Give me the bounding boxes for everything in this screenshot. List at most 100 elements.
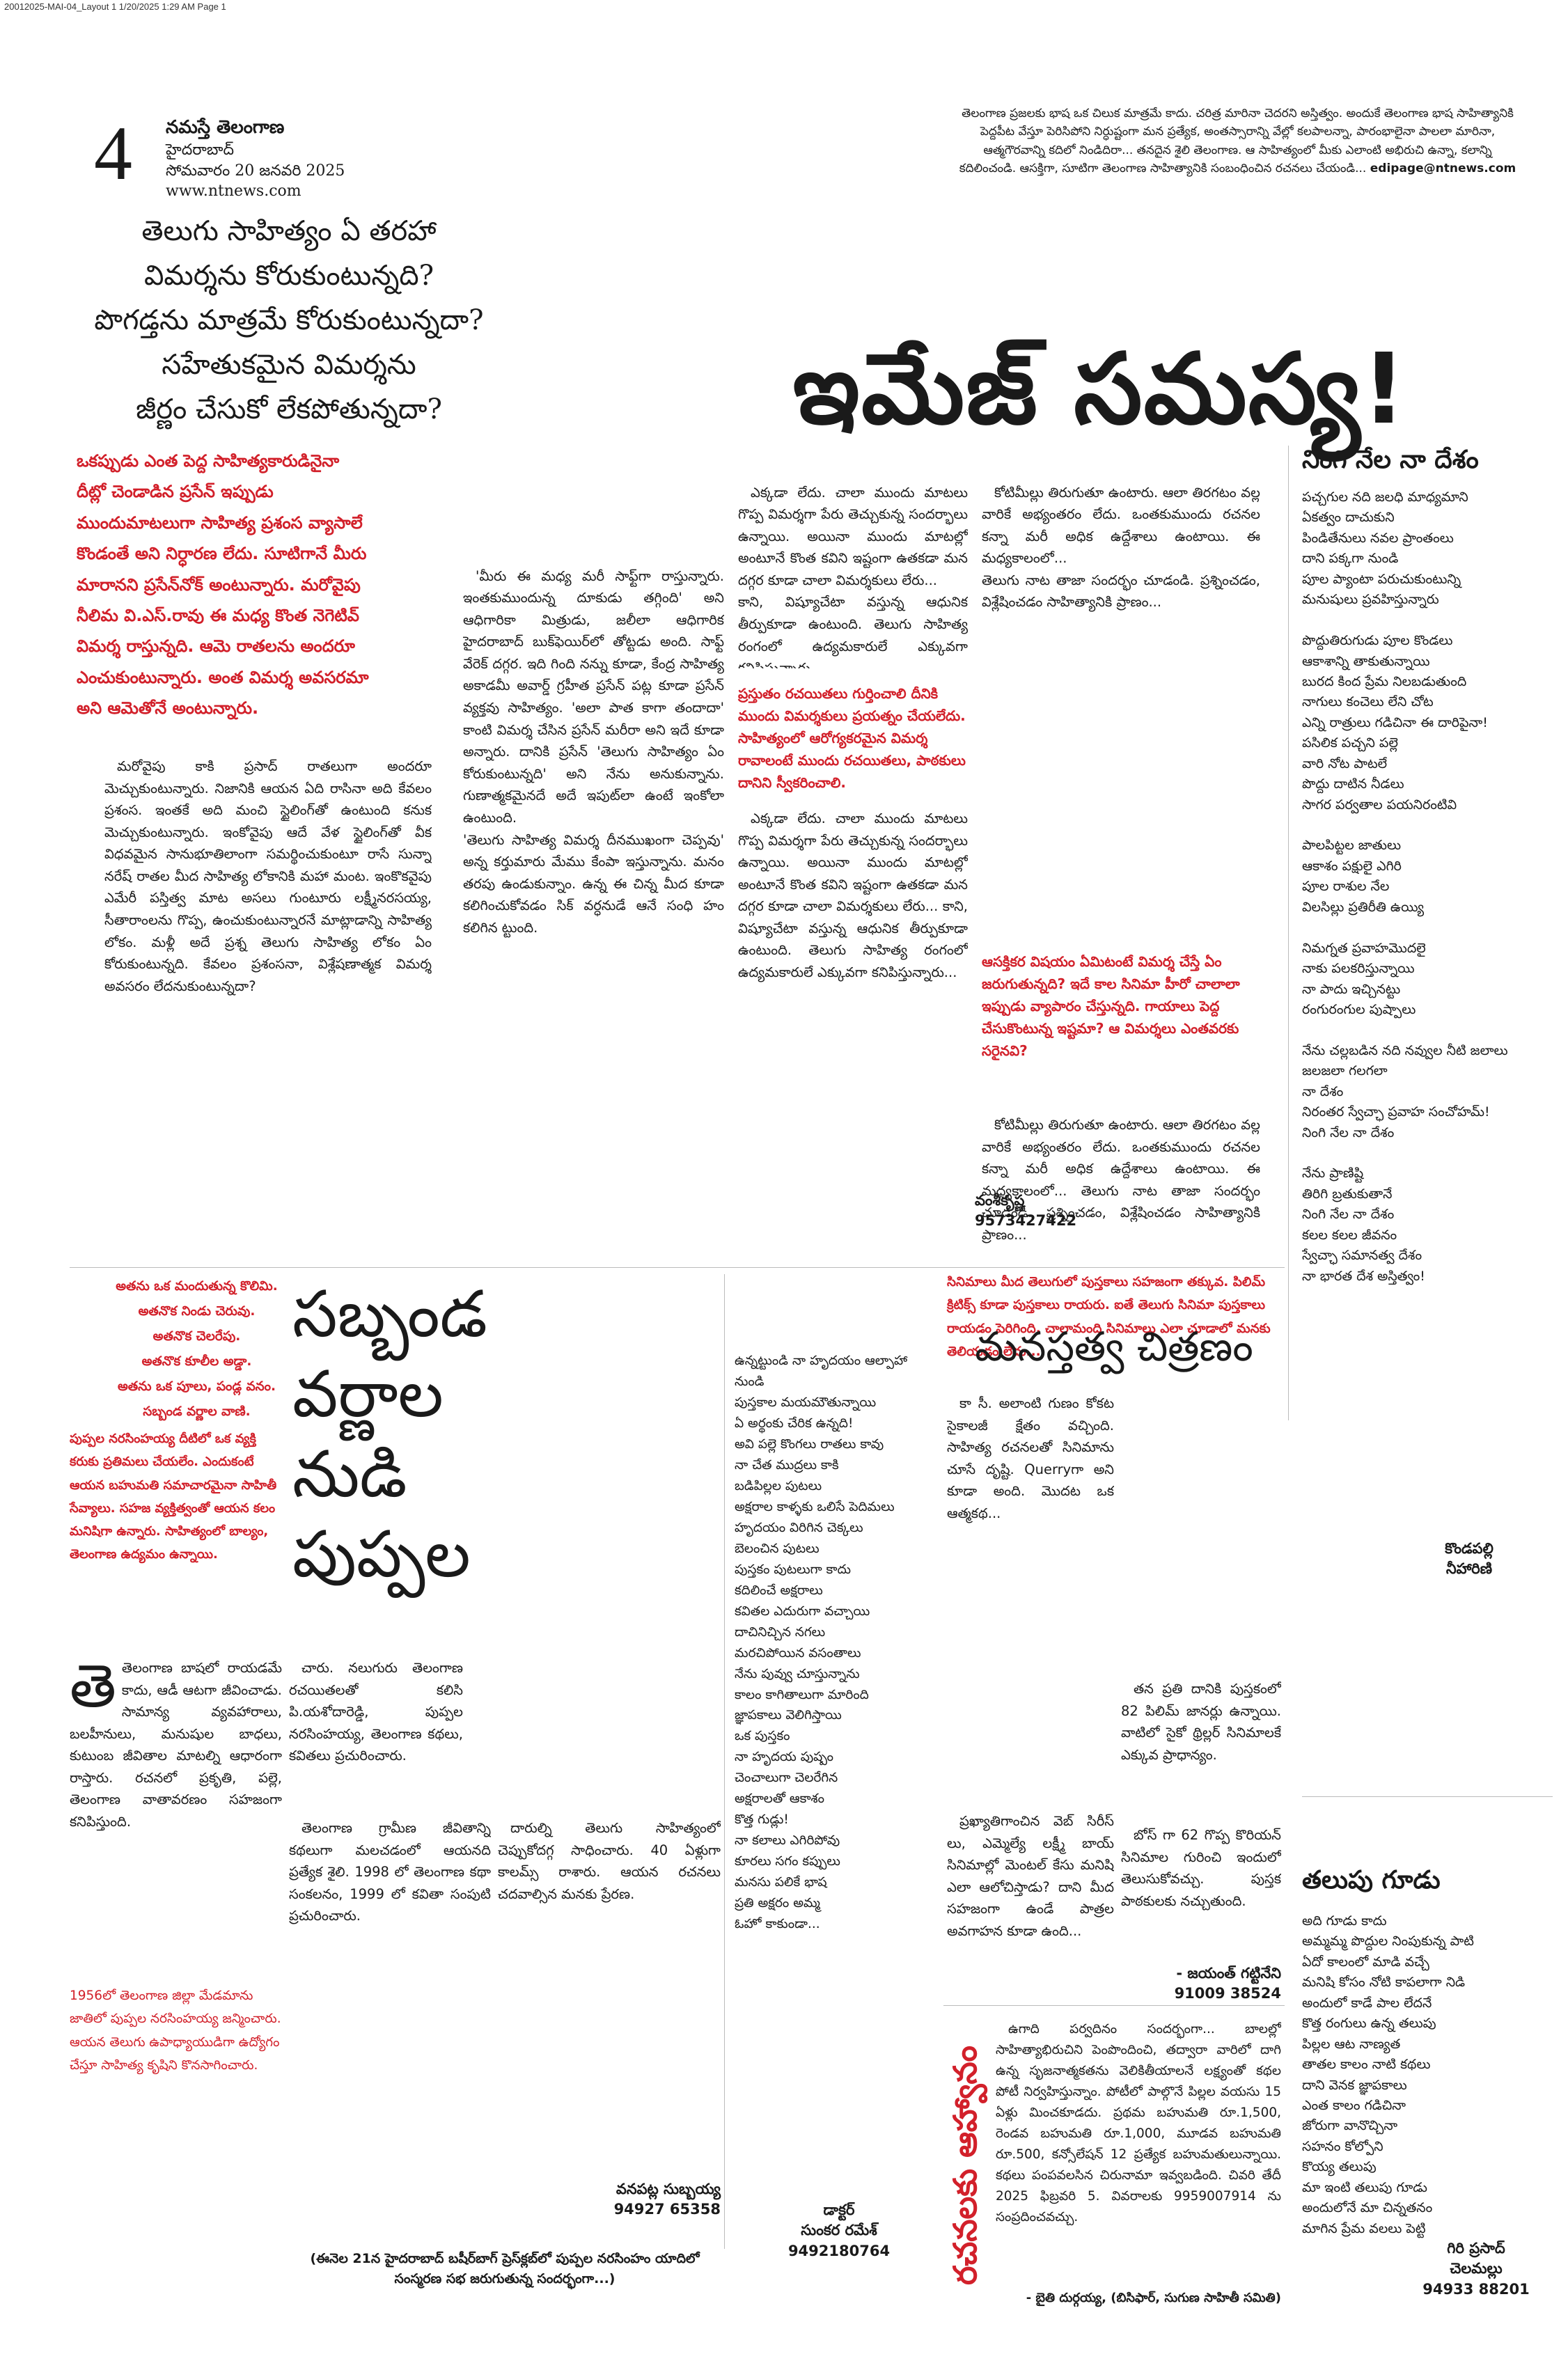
poem-line: నిమగ్నత ప్రవాహమొదలై [1302, 940, 1426, 956]
poem-line: పూల ప్యాంటా పరుచుకుంటున్ని [1302, 571, 1461, 587]
main-byline: వంశీకృష్ణ 9573427422 [975, 1191, 1114, 1232]
poem-line: హృదయం విరిగిన చెక్కలు [735, 1520, 863, 1535]
poem-line: అతనొక చెలరేపు. [152, 1329, 241, 1344]
feature-2-body-e: దారుల్ని తెలుగు సాహిత్యంలో చెప్పుకోదగ్గ … [498, 1817, 721, 2179]
article-paragraph: బోస్ గా 62 గొప్ప కొరియన్ సినిమాల గురించి… [1121, 1827, 1281, 1909]
poem-line: రంగురంగుల పుష్పాలు [1302, 1001, 1416, 1017]
author-name: నీహారిణి [1445, 1560, 1493, 1578]
poem-line: తిరిగి బ్రతుకుతానే [1302, 1186, 1393, 1202]
poem-line: బురద కింద ప్రేమ నిలబడుతుంది [1302, 673, 1467, 689]
feature-2-body-d: తెలంగాణ గ్రామీణ జీవితాన్ని కథలుగా మలచడంల… [289, 1817, 491, 2221]
poem-line: అతనొక కూలీల అడ్డా. [141, 1354, 252, 1370]
poem-line: పాలపిట్టల జాతులు [1302, 838, 1402, 854]
feature-2-red-intro: పుప్పల నరసింహయ్య దీటిలో ఒక వ్యక్తి కరుకు… [70, 1431, 277, 1562]
poem-line: నా దేశం [1302, 1083, 1344, 1099]
article-paragraph: కోటిమీల్లు తిరుగుతూ ఉంటారు. ఆలా తిరగటం వ… [982, 484, 1260, 611]
poem-line: నా చేత ముద్రలు కాకి [735, 1457, 839, 1473]
poem-line: నిరంతర స్వేచ్ఛా ప్రవాహ సంచోహమ్! [1302, 1104, 1490, 1120]
article-paragraph: కా సీ. అలాంటి గుణం కోకట సైకాలజీ క్షేతం వ… [947, 1395, 1114, 1521]
poem-line: అది గూడు కాదు [1302, 1913, 1387, 1929]
author-phone: 94927 65358 [613, 2201, 721, 2218]
feature-2-body-b: 1956లో తెలంగాణ జిల్లా మేడమాను జాతిలో పుప… [70, 1988, 281, 2073]
poem-line: నేను చల్లబడిన నది నవ్వుల నీటి జలాలు [1302, 1042, 1508, 1058]
poem-line: జ్ఞాపకాలు వెలిగిస్తాయి [735, 1708, 842, 1723]
poem-line: నాగులు కంచెలు లేని చోట [1302, 694, 1434, 710]
feature-2-body-a: తె తెలంగాణ బాషలో రాయడమే కాదు, ఆడీ ఆటగా జ… [70, 1657, 282, 1977]
poem-line: కవితల ఎదురుగా వచ్చాయి [735, 1603, 870, 1619]
author-phone: 91009 38524 [1174, 1985, 1281, 2002]
center-poem-author: డాక్టర్ సుంకర రమేశ్ 9492180764 [738, 2200, 940, 2261]
poem-line: పిండితేనులు నవల ప్రాంతంలు [1302, 530, 1454, 546]
poem-line: బడిపిల్లల పుటలు [735, 1478, 822, 1493]
author-name: గిరి ప్రసాద్ [1447, 2240, 1505, 2257]
poem-line: విలసిల్లు ప్రతిరీతి ఉయ్యి [1302, 899, 1425, 915]
author-name: వనపట్ల సుబ్బయ్య [616, 2181, 721, 2197]
feature-3-headline: మనస్తత్వ చిత్రణం [975, 1323, 1253, 1370]
poem-line: సాగర పర్వతాల పయనిరంటివి [1302, 797, 1457, 813]
poem-line: సహనం కోల్పోని [1302, 2138, 1383, 2154]
event-byline: - బైతి దుర్గయ్య, (బిసిఫార్, సుగుణ సాహితీ… [1026, 2291, 1281, 2305]
section-divider [70, 1267, 1285, 1268]
headline-word: నుడి [292, 1437, 407, 1512]
poem-line: జోరుగా వానొచ్చినా [1302, 2118, 1398, 2134]
poem-line: నేను పువ్వు చూస్తున్నాను [735, 1666, 860, 1681]
article-paragraph: ప్రఖ్యాతిగాంచిన వెబ్ సిరీస్ లు, ఎమ్మెల్య… [947, 1813, 1114, 1939]
intro-text: తెలంగాణ ప్రజలకు భాష ఒక చిలుక మాత్రమే కాద… [959, 107, 1514, 176]
headline-word: వర్ణాల [292, 1357, 444, 1431]
poem-line: పొద్దు దాటిన నీడలు [1302, 776, 1404, 792]
poem-line: అందులోనే మా చిన్నతనం [1302, 2200, 1433, 2216]
lead-red: ఒకప్పుడు ఎంత పెద్ద సాహిత్యకారుడినైనా దీట… [77, 451, 369, 719]
feature-3-column-c: ప్రఖ్యాతిగాంచిన వెబ్ సిరీస్ లు, ఎమ్మెల్య… [947, 1810, 1114, 2019]
poem-line: చెంచాలుగా చెలరేగిన [735, 1771, 838, 1786]
poem-line: ఏకత్వం దాచుకుని [1302, 510, 1395, 526]
question-line: తెలుగు సాహిత్యం ఏ తరహా [141, 215, 437, 247]
article-paragraph: ఉగాది పర్వదినం సందర్భంగా... బాలల్లో సాహి… [996, 2022, 1281, 2224]
feature-2-byline: వనపట్ల సుబ్బయ్య 94927 65358 [519, 2179, 721, 2220]
author-phone: 9573427422 [975, 1212, 1077, 1230]
page-number: 4 [94, 111, 132, 196]
article-paragraph: ఎక్కడా లేదు. చాలా ముందు మాటలు గొప్ప విమర… [738, 810, 968, 981]
poem-line: నా హృదయ పుష్పం [735, 1750, 834, 1765]
poem-line: అక్షరాలతో ఆకాశం [735, 1791, 825, 1807]
question-headline: తెలుగు సాహిత్యం ఏ తరహా విమర్శను కోరుకుంట… [73, 209, 505, 432]
feature-3-column-a: కా సీ. అలాంటి గుణం కోకట సైకాలజీ క్షేతం వ… [947, 1392, 1114, 2005]
author-name: సుంకర రమేశ్ [801, 2222, 877, 2239]
poem-line: నా భారత దేశ అస్తిత్వం! [1302, 1268, 1425, 1284]
poem-1-title: నింగి నేల నా దేశం [1302, 446, 1479, 474]
poem-line: కొత్త గుడ్లు! [735, 1812, 789, 1828]
poem-line: ఒక పుస్తకం [735, 1729, 790, 1744]
article-paragraph: ఎక్కడా లేదు. చాలా ముందు మాటలు గొప్ప విమర… [738, 484, 968, 668]
article-paragraph: తన ప్రతి దానికి పుస్తకంలో 82 పిలిమ్ జానర… [1121, 1681, 1281, 1763]
poem-line: కాలం కాగితాలుగా మారింది [735, 1687, 869, 1702]
poem-line [1302, 1020, 1553, 1040]
article-column-3: ఎక్కడా లేదు. చాలా ముందు మాటలు గొప్ప విమర… [738, 460, 968, 668]
article-paragraph: దారుల్ని తెలుగు సాహిత్యంలో చెప్పుకోదగ్గ … [498, 1820, 721, 1902]
intro-box: తెలంగాణ ప్రజలకు భాష ఒక చిలుక మాత్రమే కాద… [954, 104, 1521, 178]
poem-line: పసిలిక పచ్చని పల్లె [1302, 735, 1398, 751]
section-divider [1302, 1796, 1553, 1797]
section-divider [943, 2005, 1285, 2006]
poem-line: పుస్తకాల మయమౌతున్నాయి [735, 1395, 877, 1410]
masthead: నమస్తే తెలంగాణ హైదరాబాద్ సోమవారం 20 జనవర… [166, 116, 395, 202]
poem-line: అవి పల్లె కొంగలు రాతలు కావు [735, 1436, 884, 1452]
poem-line: కలల కలల జీవనం [1302, 1227, 1397, 1243]
poem-line: అక్షరాల కాళ్ళకు ఒలిసే పెదిమలు [735, 1499, 895, 1514]
poem-line: పచ్చగుల నది జలధి మాధ్యమాని [1302, 489, 1468, 505]
poem-line: దాచినిచ్చిన నగలు [735, 1624, 826, 1640]
poem-line: మా ఇంటి తలుపు గూడు [1302, 2179, 1427, 2195]
poem-line [1302, 1143, 1553, 1163]
poem-line: అతనొక నిండు చెరువు. [138, 1304, 256, 1319]
article-paragraph: కోటిమీల్లు తిరుగుతూ ఉంటారు. ఆలా తిరగటం వ… [982, 1117, 1260, 1243]
article-column-4: కోటిమీల్లు తిరుగుతూ ఉంటారు. ఆలా తిరగటం వ… [982, 460, 1260, 940]
poem-line: మరచిపోయిన వసంతాలు [735, 1645, 861, 1661]
main-headline: ఇమేజ్ సమస్య! [792, 333, 1408, 446]
headline-word: సబ్బండ [292, 1277, 487, 1351]
poem-line [1302, 611, 1553, 631]
poem-2-title: తలుపు గూడు [1302, 1866, 1441, 1894]
article-column-3-continued: ఎక్కడా లేదు. చాలా ముందు మాటలు గొప్ప విమర… [738, 808, 968, 1246]
red-box-right: ఆసక్తికర విషయం ఏమిటంటే విమర్శ చేస్తే ఏం … [982, 953, 1240, 1059]
event-text: ఉగాది పర్వదినం సందర్భంగా... బాలల్లో సాహి… [996, 2019, 1281, 2284]
poem-line: దాని వెనక జ్ఞాపకాలు [1302, 2077, 1407, 2093]
question-line: జీర్ణం చేసుకో లేకపోతున్నదా? [136, 393, 442, 425]
red-box-middle: ప్రస్తుతం రచయితలు గుర్తించాలి దీనికి ముం… [738, 685, 966, 791]
